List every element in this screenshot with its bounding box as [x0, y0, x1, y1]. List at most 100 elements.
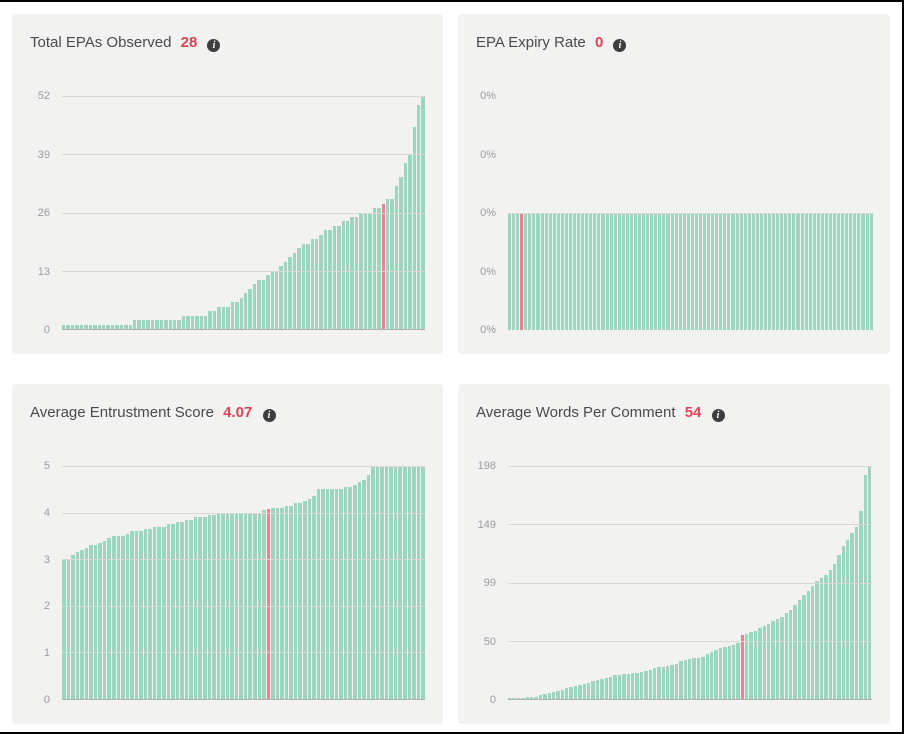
bar[interactable]: [212, 311, 217, 329]
bar[interactable]: [221, 512, 225, 699]
bar[interactable]: [600, 679, 604, 699]
bar[interactable]: [115, 324, 119, 329]
bar[interactable]: [102, 540, 107, 699]
bar[interactable]: [582, 683, 587, 699]
bar[interactable]: [832, 563, 837, 699]
bar[interactable]: [824, 575, 828, 699]
bar[interactable]: [548, 213, 552, 330]
bar[interactable]: [666, 666, 670, 699]
bar[interactable]: [573, 213, 577, 330]
bar[interactable]: [682, 213, 686, 330]
bar[interactable]: [181, 315, 186, 329]
bar[interactable]: [767, 623, 771, 699]
bar[interactable]: [608, 676, 613, 699]
bar[interactable]: [815, 581, 819, 699]
bar[interactable]: [644, 670, 648, 699]
bar[interactable]: [71, 554, 75, 699]
bar[interactable]: [698, 213, 702, 330]
info-circle-icon[interactable]: i: [207, 39, 221, 52]
bar[interactable]: [736, 642, 740, 699]
bar[interactable]: [399, 176, 403, 329]
bar[interactable]: [771, 621, 775, 699]
bar[interactable]: [841, 213, 845, 330]
bar[interactable]: [731, 644, 736, 699]
bar[interactable]: [652, 668, 657, 699]
bar[interactable]: [390, 199, 394, 329]
bar[interactable]: [639, 671, 644, 699]
bar[interactable]: [674, 663, 679, 699]
bar[interactable]: [252, 284, 257, 329]
bar[interactable]: [674, 213, 678, 330]
bar[interactable]: [573, 686, 578, 699]
bar[interactable]: [124, 324, 128, 329]
bar[interactable]: [679, 661, 683, 699]
bar[interactable]: [564, 213, 568, 330]
bar[interactable]: [323, 230, 328, 329]
bar[interactable]: [412, 466, 416, 699]
bar[interactable]: [283, 261, 288, 329]
bar[interactable]: [243, 293, 248, 329]
info-circle-icon[interactable]: i: [711, 409, 725, 422]
bar[interactable]: [252, 512, 257, 699]
bar[interactable]: [398, 466, 403, 699]
bar[interactable]: [280, 507, 284, 699]
bar[interactable]: [762, 626, 767, 699]
bar[interactable]: [577, 213, 581, 330]
bar[interactable]: [190, 315, 195, 329]
bar[interactable]: [727, 646, 731, 699]
bar[interactable]: [551, 691, 556, 699]
bar[interactable]: [164, 320, 168, 329]
bar[interactable]: [727, 213, 731, 330]
bar[interactable]: [792, 213, 796, 330]
bar[interactable]: [199, 315, 203, 329]
bar[interactable]: [75, 324, 79, 329]
bar[interactable]: [534, 696, 538, 699]
bar[interactable]: [800, 213, 804, 330]
bar[interactable]: [235, 302, 239, 329]
bar[interactable]: [731, 213, 735, 330]
bar[interactable]: [216, 512, 221, 699]
bar[interactable]: [116, 535, 121, 699]
bar[interactable]: [98, 542, 102, 699]
bar[interactable]: [266, 275, 270, 329]
bar[interactable]: [845, 213, 849, 330]
bar[interactable]: [772, 213, 776, 330]
bar[interactable]: [846, 540, 850, 699]
bar[interactable]: [597, 213, 601, 330]
bar[interactable]: [239, 512, 243, 699]
bar[interactable]: [780, 213, 784, 330]
bar[interactable]: [270, 270, 274, 329]
bar[interactable]: [93, 324, 97, 329]
bar[interactable]: [841, 546, 846, 699]
bar[interactable]: [581, 213, 585, 330]
bar[interactable]: [568, 213, 572, 330]
bar[interactable]: [593, 213, 597, 330]
bar[interactable]: [301, 243, 306, 329]
bar[interactable]: [306, 243, 310, 329]
bar[interactable]: [648, 669, 652, 699]
bar[interactable]: [788, 213, 792, 330]
bar[interactable]: [753, 630, 758, 699]
bar[interactable]: [350, 216, 354, 329]
bar[interactable]: [107, 538, 112, 699]
bar[interactable]: [605, 213, 609, 330]
bar[interactable]: [521, 697, 525, 699]
bar[interactable]: [789, 609, 793, 699]
bar[interactable]: [560, 213, 564, 330]
bar[interactable]: [857, 213, 861, 330]
bar[interactable]: [662, 213, 666, 330]
bar[interactable]: [820, 213, 824, 330]
bar[interactable]: [248, 288, 252, 329]
bar[interactable]: [226, 306, 230, 329]
bar[interactable]: [198, 517, 202, 699]
bar[interactable]: [692, 657, 696, 699]
bar[interactable]: [412, 127, 416, 329]
bar[interactable]: [152, 526, 157, 699]
bar[interactable]: [88, 324, 93, 329]
bar[interactable]: [375, 466, 380, 699]
bar[interactable]: [635, 673, 639, 699]
bar[interactable]: [604, 677, 608, 699]
bar[interactable]: [143, 528, 148, 699]
highlighted-bar[interactable]: [381, 203, 385, 329]
bar[interactable]: [709, 651, 714, 699]
